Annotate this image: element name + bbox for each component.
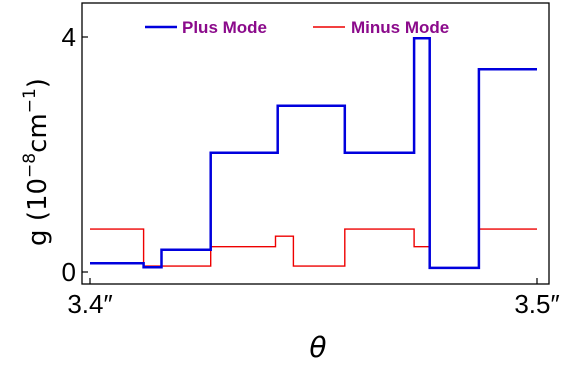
y-tick-label: 0 bbox=[62, 257, 76, 287]
tick-layer: 3.4″ 3.5″ 0 4 bbox=[62, 22, 560, 319]
y-axis-title: g (10−8cm−1) bbox=[20, 78, 53, 246]
x-axis-title: θ bbox=[309, 331, 326, 364]
y-axis-title-end: ) bbox=[23, 78, 53, 88]
x-tick-label: 3.4″ bbox=[67, 289, 112, 319]
y-axis-title-base: g (10 bbox=[23, 178, 53, 246]
series-line-plus-mode bbox=[90, 36, 537, 270]
y-tick-label: 4 bbox=[62, 22, 76, 52]
legend: Plus Mode Minus Mode bbox=[145, 18, 449, 37]
legend-label: Plus Mode bbox=[182, 18, 267, 37]
y-axis-title-exp2: −1 bbox=[20, 88, 40, 113]
y-axis-title-mid: cm bbox=[23, 113, 53, 153]
y-axis-title-exp1: −8 bbox=[20, 153, 40, 178]
x-tick-label: 3.5″ bbox=[514, 289, 559, 319]
plot-frame bbox=[81, 2, 550, 285]
series-layer bbox=[90, 36, 537, 270]
legend-label: Minus Mode bbox=[351, 18, 449, 37]
